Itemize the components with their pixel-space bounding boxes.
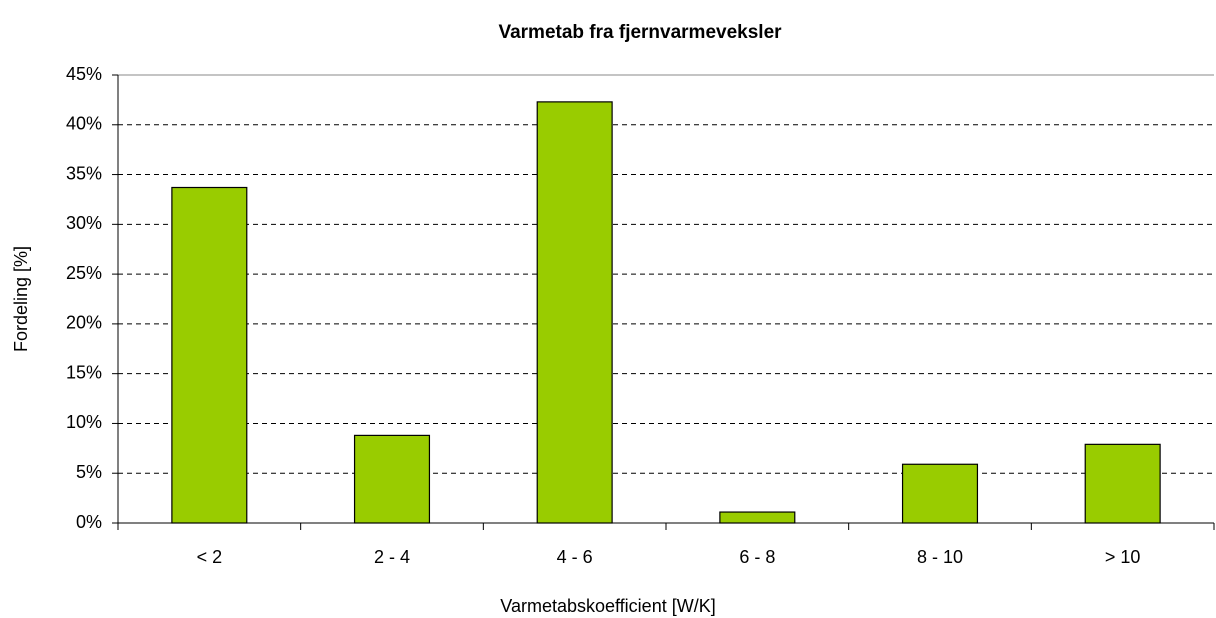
x-tick-label: < 2 [197,547,223,567]
x-tick-label: 4 - 6 [557,547,593,567]
y-tick-label: 45% [66,64,102,84]
y-tick-label: 30% [66,213,102,233]
y-tick-label: 35% [66,163,102,183]
x-tick-label: 2 - 4 [374,547,410,567]
chart-title: Varmetab fra fjernvarmeveksler [498,22,782,43]
x-tick-label: > 10 [1105,547,1141,567]
y-axis-label: Fordeling [%] [11,246,31,352]
x-tick-label: 6 - 8 [739,547,775,567]
y-tick-label: 5% [76,462,102,482]
bar [536,101,613,524]
y-tick-label: 25% [66,263,102,283]
bar [901,463,979,524]
bar [1084,443,1161,524]
y-tick-label: 40% [66,114,102,134]
y-tick-label: 0% [76,512,102,532]
x-tick-label: 8 - 10 [917,547,963,567]
bar [719,511,796,524]
bar [171,186,248,524]
y-tick-label: 15% [66,362,102,382]
bar [353,434,431,524]
y-tick-label: 10% [66,412,102,432]
y-tick-label: 20% [66,313,102,333]
x-axis-label: Varmetabskoefficient [W/K] [500,596,715,616]
